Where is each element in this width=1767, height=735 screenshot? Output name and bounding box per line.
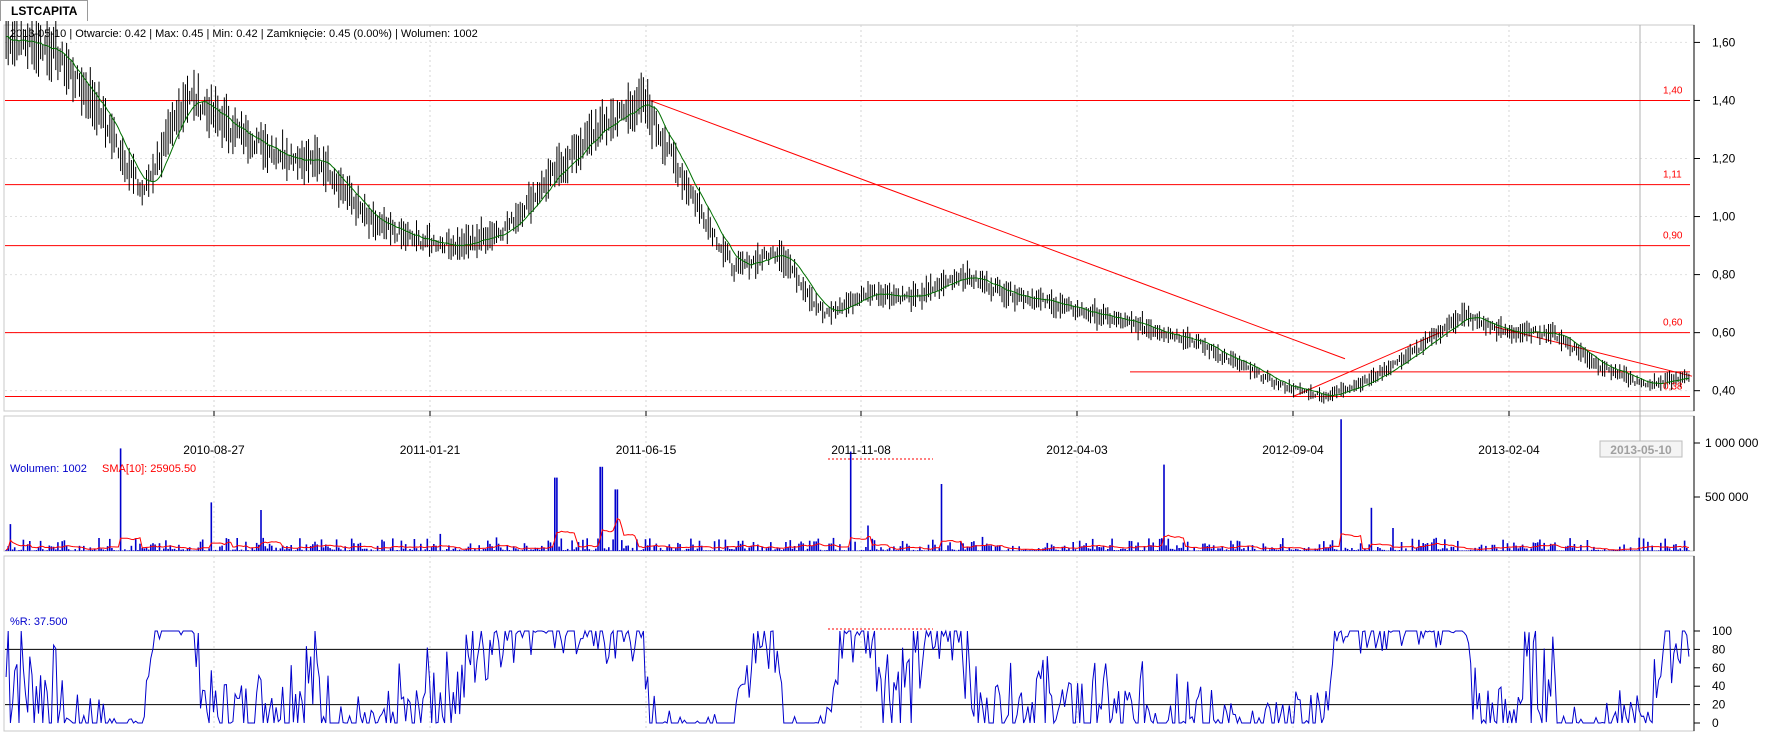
- price-y-ticks: 1,60 1,40 1,20 1,00 0,80 0,60 0,40: [1694, 35, 1736, 398]
- x-tick-label: 2012-04-03: [1046, 443, 1108, 457]
- trend-line: [1292, 332, 1441, 397]
- x-axis-dates: 2010-08-27 2011-01-21 2011-06-15 2011-11-08…: [183, 411, 1540, 457]
- y-tick-label: 1,00: [1712, 210, 1736, 224]
- y-tick-label: 40: [1712, 679, 1726, 693]
- price-panel-frame: [3, 24, 1695, 412]
- price-bars: [5, 21, 1690, 404]
- current-date-box: [1599, 440, 1683, 458]
- trend-line: [1494, 326, 1693, 377]
- panel-frames: [3, 24, 1695, 732]
- y-tick-label: 0,80: [1712, 268, 1736, 282]
- grid: [5, 25, 1690, 731]
- level-label: 1,40: [1663, 85, 1683, 96]
- wr-legend: %R: 37.500: [10, 616, 67, 628]
- y-tick-label: 1,40: [1712, 93, 1736, 107]
- williams-r-line: [5, 629, 1690, 725]
- level-label: 0,90: [1663, 231, 1683, 242]
- y-tick-label: 500 000: [1705, 490, 1749, 504]
- volume-panel-frame: [3, 415, 1695, 552]
- x-tick-label: 2010-08-27: [183, 443, 245, 457]
- wr-y-ticks: 100 80 60 40 20 0: [1694, 624, 1732, 730]
- y-tick-label: 0,40: [1712, 384, 1736, 398]
- x-tick-label: 2011-06-15: [616, 443, 677, 457]
- y-tick-label: 0,60: [1712, 326, 1736, 340]
- price-sma-line: [6, 35, 1689, 397]
- current-date-label: 2013-05-10: [1610, 443, 1672, 457]
- volume-sma-line: [5, 517, 1689, 551]
- trend-lines: [649, 99, 1693, 397]
- price-info-text: 2013-05-10 | Otwarcie: 0.42 | Max: 0.45 …: [10, 28, 478, 40]
- x-tick-label: 2011-11-08: [831, 443, 891, 457]
- y-tick-label: 1 000 000: [1705, 436, 1759, 450]
- support-resistance-lines: [5, 99, 1690, 397]
- level-label: 1,11: [1663, 170, 1682, 181]
- y-tick-label: 100: [1712, 624, 1732, 638]
- y-tick-label: 80: [1712, 642, 1726, 656]
- tab-lstcapita[interactable]: LSTCAPITA: [0, 0, 89, 21]
- level-labels: 1,40 1,11 0,90 0,60 0,38: [1663, 85, 1683, 392]
- x-tick-label: 2013-02-04: [1478, 443, 1540, 457]
- volume-bars: [5, 419, 1690, 551]
- chart-area[interactable]: 2013-05-10 | Otwarcie: 0.42 | Max: 0.45 …: [0, 21, 1767, 735]
- volume-y-ticks: 1 000 000 500 000: [1694, 436, 1759, 504]
- x-tick-label: 2011-01-21: [400, 443, 461, 457]
- y-tick-label: 20: [1712, 698, 1726, 712]
- x-tick-label: 2012-09-04: [1262, 443, 1324, 457]
- tab-bar: [0, 0, 1767, 22]
- level-label: 0,60: [1663, 318, 1683, 329]
- y-tick-label: 1,60: [1712, 35, 1736, 49]
- volume-legend: Wolumen: 1002: [10, 463, 87, 475]
- y-tick-label: 1,20: [1712, 152, 1736, 166]
- y-tick-label: 0: [1712, 716, 1719, 730]
- volume-sma-legend: SMA[10]: 25905.50: [102, 463, 196, 475]
- trend-line: [649, 99, 1346, 360]
- y-tick-label: 60: [1712, 661, 1726, 675]
- level-label: 0,38: [1663, 381, 1683, 392]
- williams-levels: [5, 648, 1690, 706]
